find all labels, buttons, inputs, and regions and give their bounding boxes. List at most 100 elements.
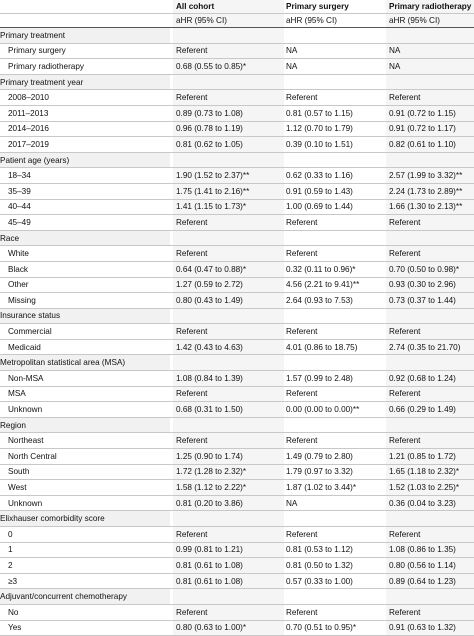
value-cell-3 <box>389 589 474 604</box>
table-row: West 1.58 (1.12 to 2.22)* 1.87 (1.02 to 3.… <box>0 480 474 496</box>
value-cell-1: Referent <box>176 389 208 399</box>
value-cell-1: 0.68 (0.31 to 1.50) <box>176 405 243 415</box>
table-row: Commercial Referent Referent Referent <box>0 324 474 340</box>
row-label: South <box>8 467 30 477</box>
row-label: Black <box>8 264 29 274</box>
section-row: Elixhauser comorbidity score <box>0 511 474 527</box>
value-cell-3 <box>389 355 474 370</box>
row-label: Non-MSA <box>8 373 44 383</box>
value-cell-2: NA <box>286 498 298 508</box>
value-cell-3 <box>389 75 474 90</box>
value-cell-1: Referent <box>176 327 208 337</box>
row-label: North Central <box>8 451 57 461</box>
value-cell-3: 2.74 (0.35 to 21.70) <box>389 342 461 352</box>
value-cell-3: Referent <box>389 607 421 617</box>
table-row: 2014–2016 0.96 (0.78 to 1.19) 1.12 (0.70 t… <box>0 121 474 138</box>
value-cell-2: 4.01 (0.86 to 18.75) <box>286 342 358 352</box>
table-row: Yes 0.80 (0.63 to 1.00)* 0.70 (0.51 to 0.9… <box>0 620 474 636</box>
section-row: Primary treatment year <box>0 74 474 91</box>
value-cell-1: 1.41 (1.15 to 1.73)* <box>176 202 247 212</box>
value-cell-1 <box>176 355 282 370</box>
row-label: ≥3 <box>8 576 18 586</box>
value-cell-2: 0.62 (0.33 to 1.16) <box>286 171 353 181</box>
value-cell-2 <box>286 28 386 43</box>
table-row: ≥3 0.81 (0.61 to 1.08) 0.57 (0.33 to 1.00)… <box>0 573 474 590</box>
value-cell-3: Referent <box>389 529 421 539</box>
value-cell-3: 1.66 (1.30 to 2.13)** <box>389 202 463 212</box>
value-cell-1 <box>176 589 282 604</box>
value-cell-2: Referent <box>286 93 318 103</box>
row-label: Primary radiotherapy <box>8 61 84 71</box>
value-cell-2: 0.70 (0.51 to 0.95)* <box>286 623 357 633</box>
table-row: 18–34 1.90 (1.52 to 2.37)** 0.62 (0.33 to … <box>0 168 474 184</box>
section-row: Insurance status <box>0 308 474 325</box>
table-row: South 1.72 (1.28 to 2.32)* 1.79 (0.97 to 3… <box>0 464 474 481</box>
value-cell-3: 0.91 (0.72 to 1.15) <box>389 108 456 118</box>
table-row: North Central 1.25 (0.90 to 1.74) 1.49 (0.… <box>0 449 474 465</box>
value-cell-1: 0.99 (0.81 to 1.21) <box>176 545 243 555</box>
value-cell-2: 0.00 (0.00 to 0.00)** <box>286 405 360 415</box>
value-cell-3: 0.73 (0.37 to 1.44) <box>389 295 456 305</box>
value-cell-2: 1.87 (1.02 to 3.44)* <box>286 483 357 493</box>
table-body: Primary treatment Primary surgery Referent… <box>0 28 474 636</box>
table-row: 45–49 Referent Referent Referent <box>0 215 474 231</box>
subheader-ahr-3: aHR (95% CI) <box>389 16 440 25</box>
value-cell-3 <box>389 418 474 433</box>
row-label: 2008–2010 <box>8 93 49 103</box>
value-cell-1: 0.96 (0.78 to 1.19) <box>176 124 243 134</box>
section-row: Race <box>0 230 474 247</box>
value-cell-2: 1.00 (0.69 to 1.44) <box>286 202 353 212</box>
value-cell-2: 0.57 (0.33 to 1.00) <box>286 576 353 586</box>
table-row: 40–44 1.41 (1.15 to 1.73)* 1.00 (0.69 to 1… <box>0 199 474 216</box>
row-label: 35–39 <box>8 186 31 196</box>
value-cell-3: 2.57 (1.99 to 3.32)** <box>389 171 463 181</box>
table-row: 2011–2013 0.89 (0.73 to 1.08) 0.81 (0.57 t… <box>0 105 474 122</box>
value-cell-2: Referent <box>286 389 318 399</box>
row-label: No <box>8 607 19 617</box>
value-cell-1: Referent <box>176 46 208 56</box>
subheader-ahr-1: aHR (95% CI) <box>176 16 227 25</box>
value-cell-2 <box>286 511 386 526</box>
row-label: Commercial <box>8 327 52 337</box>
value-cell-2 <box>286 153 386 168</box>
row-label: Northeast <box>8 436 44 446</box>
table-row: 2 0.81 (0.61 to 1.08) 0.81 (0.50 to 1.32) 0… <box>0 558 474 574</box>
value-cell-1: 1.27 (0.59 to 2.72) <box>176 280 243 290</box>
value-cell-1: 0.81 (0.61 to 1.08) <box>176 576 243 586</box>
value-cell-2 <box>286 231 386 246</box>
value-cell-2: Referent <box>286 327 318 337</box>
section-row: Primary treatment <box>0 28 474 44</box>
header-all-cohort: All cohort <box>176 2 215 11</box>
table-row: 2008–2010 Referent Referent Referent <box>0 90 474 106</box>
value-cell-1 <box>176 309 282 324</box>
value-cell-3: 0.89 (0.64 to 1.23) <box>389 576 456 586</box>
value-cell-2: Referent <box>286 607 318 617</box>
value-cell-1 <box>176 231 282 246</box>
section-label: Primary treatment <box>0 28 170 43</box>
value-cell-3 <box>389 153 474 168</box>
value-cell-3: 1.65 (1.18 to 2.32)* <box>389 467 460 477</box>
value-cell-3: 0.91 (0.72 to 1.17) <box>389 124 456 134</box>
value-cell-3: 0.92 (0.68 to 1.24) <box>389 373 456 383</box>
value-cell-2: 0.81 (0.50 to 1.32) <box>286 560 353 570</box>
value-cell-3: 0.70 (0.50 to 0.98)* <box>389 264 460 274</box>
row-label: 2 <box>8 560 13 570</box>
section-label: Elixhauser comorbidity score <box>0 511 170 526</box>
value-cell-3: 2.24 (1.73 to 2.89)** <box>389 186 463 196</box>
value-cell-3: 0.82 (0.61 to 1.10) <box>389 139 456 149</box>
value-cell-3: 0.93 (0.30 to 2.96) <box>389 280 456 290</box>
section-label: Primary treatment year <box>0 74 170 90</box>
table-row: Primary surgery Referent NA NA <box>0 43 474 60</box>
value-cell-1: Referent <box>176 217 208 227</box>
section-row: Patient age (years) <box>0 152 474 169</box>
row-label: White <box>8 249 29 259</box>
table-row: Northeast Referent Referent Referent <box>0 433 474 450</box>
value-cell-3: Referent <box>389 93 421 103</box>
value-cell-2: 1.12 (0.70 to 1.79) <box>286 124 353 134</box>
table-row: 35–39 1.75 (1.41 to 2.16)** 0.91 (0.59 to … <box>0 183 474 200</box>
section-label: Metropolitan statistical area (MSA) <box>0 355 170 371</box>
value-cell-1: 0.81 (0.61 to 1.08) <box>176 560 243 570</box>
section-row: Region <box>0 417 474 434</box>
value-cell-1 <box>176 418 282 433</box>
